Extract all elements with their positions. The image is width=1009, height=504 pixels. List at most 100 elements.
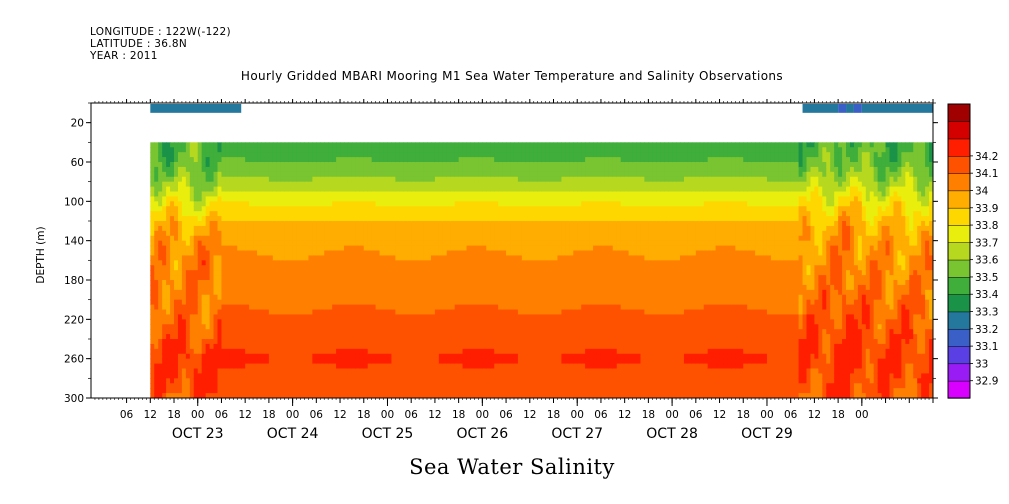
salinity-cell: [162, 225, 167, 232]
salinity-cell: [351, 255, 357, 261]
salinity-cell: [197, 142, 203, 148]
salinity-cell: [367, 383, 373, 389]
salinity-cell: [272, 368, 278, 375]
salinity-cell: [308, 280, 313, 286]
salinity-cell: [351, 334, 357, 340]
salinity-cell: [249, 157, 254, 163]
salinity-cell: [399, 358, 404, 365]
salinity-cell: [312, 373, 317, 379]
salinity-cell: [367, 225, 373, 232]
salinity-cell: [438, 225, 444, 232]
salinity-cell: [521, 166, 527, 173]
salinity-cell: [340, 255, 345, 261]
salinity-cell: [284, 166, 290, 173]
salinity-cell: [478, 388, 483, 394]
salinity-cell: [521, 260, 527, 266]
salinity-cell: [272, 166, 278, 173]
salinity-cell: [280, 289, 286, 296]
salinity-cell: [367, 162, 373, 168]
salinity-cell: [355, 186, 361, 193]
salinity-cell: [430, 142, 436, 148]
salinity-cell: [355, 343, 361, 350]
salinity-cell: [280, 314, 286, 320]
salinity-cell: [359, 284, 365, 291]
salinity-cell: [517, 235, 523, 242]
salinity-cell: [474, 270, 479, 276]
salinity-cell: [174, 378, 179, 384]
salinity-cell: [415, 275, 420, 281]
salinity-cell: [450, 240, 456, 247]
salinity-cell: [280, 348, 286, 355]
salinity-cell: [395, 255, 400, 261]
salinity-cell: [264, 339, 270, 345]
salinity-cell: [494, 191, 499, 198]
salinity-cell: [170, 353, 175, 360]
salinity-cell: [427, 280, 432, 286]
salinity-cell: [245, 363, 250, 370]
salinity-cell: [510, 363, 515, 370]
salinity-cell: [308, 284, 313, 291]
salinity-cell: [403, 304, 408, 311]
salinity-cell: [288, 388, 294, 394]
salinity-cell: [375, 319, 381, 325]
salinity-cell: [276, 211, 282, 217]
salinity-cell: [344, 343, 349, 350]
salinity-cell: [170, 363, 175, 370]
salinity-cell: [316, 181, 321, 188]
salinity-cell: [166, 270, 171, 276]
salinity-cell: [371, 240, 377, 247]
salinity-cell: [304, 152, 310, 158]
salinity-cell: [272, 353, 278, 360]
salinity-cell: [391, 265, 396, 271]
salinity-cell: [312, 166, 317, 173]
salinity-cell: [296, 309, 302, 316]
salinity-cell: [245, 191, 250, 198]
salinity-cell: [458, 176, 464, 183]
salinity-cell: [272, 329, 278, 335]
salinity-cell: [478, 319, 483, 325]
salinity-cell: [328, 230, 333, 237]
salinity-cell: [490, 270, 495, 276]
salinity-cell: [355, 181, 361, 188]
salinity-cell: [201, 314, 207, 320]
salinity-cell: [371, 373, 377, 379]
salinity-cell: [344, 324, 349, 330]
salinity-cell: [280, 280, 286, 286]
salinity-cell: [434, 280, 440, 286]
salinity-cell: [162, 299, 167, 306]
salinity-cell: [320, 343, 325, 350]
salinity-cell: [411, 373, 416, 379]
salinity-cell: [233, 152, 238, 158]
salinity-cell: [225, 176, 230, 183]
salinity-cell: [438, 329, 444, 335]
salinity-cell: [304, 314, 310, 320]
salinity-cell: [185, 324, 191, 330]
salinity-cell: [442, 201, 448, 207]
salinity-cell: [296, 245, 302, 252]
salinity-cell: [292, 309, 298, 316]
salinity-cell: [351, 216, 357, 222]
salinity-cell: [490, 186, 495, 193]
salinity-cell: [383, 230, 389, 237]
salinity-cell: [332, 176, 337, 183]
salinity-cell: [482, 206, 487, 212]
salinity-cell: [415, 265, 420, 271]
salinity-cell: [498, 294, 503, 301]
salinity-cell: [486, 299, 491, 306]
salinity-cell: [344, 166, 349, 173]
salinity-cell: [280, 343, 286, 350]
salinity-cell: [494, 363, 499, 370]
salinity-cell: [229, 235, 234, 242]
salinity-cell: [213, 186, 219, 193]
salinity-cell: [209, 142, 215, 148]
salinity-cell: [205, 388, 211, 394]
salinity-cell: [221, 152, 226, 158]
salinity-cell: [407, 373, 412, 379]
salinity-cell: [280, 255, 286, 261]
salinity-cell: [292, 265, 298, 271]
salinity-cell: [419, 324, 424, 330]
salinity-cell: [300, 329, 306, 335]
salinity-cell: [177, 383, 183, 389]
salinity-cell: [166, 353, 171, 360]
salinity-cell: [391, 368, 396, 375]
